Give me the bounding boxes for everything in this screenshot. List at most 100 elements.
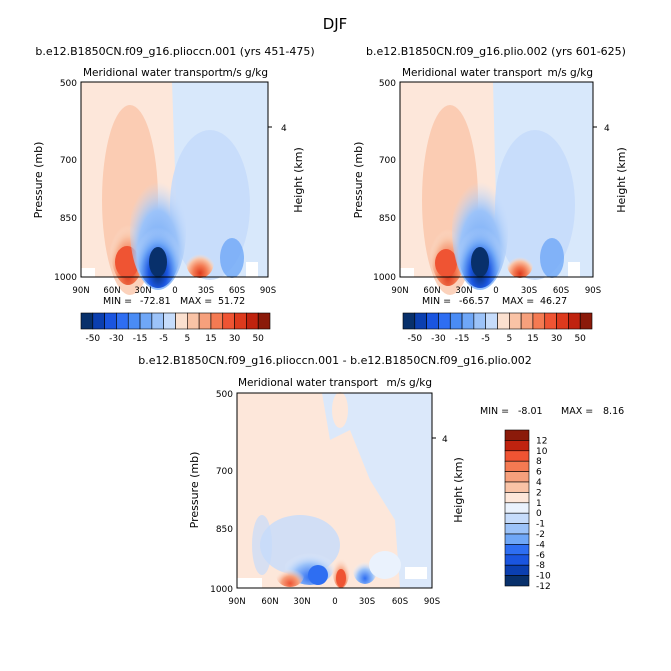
panel-1-ytick-700: 700 — [60, 156, 77, 166]
panel-2-colorbar-swatch — [402, 312, 416, 330]
panel-3-xtick: 30S — [359, 597, 375, 607]
panel-1-colorbar: -50 -30 -15 -5 5 15 30 50 — [80, 312, 271, 344]
panel-2-ytick-1000: 1000 — [373, 273, 396, 283]
panel-3-colorbar-swatch — [504, 512, 530, 524]
panel-2-colorbar-swatch — [473, 312, 486, 330]
panel-2: b.e12.B1850CN.f09_g16.plio.002 (yrs 601-… — [352, 45, 628, 344]
panel-1-colorbar-label: -15 — [133, 334, 148, 344]
panel-1-colorbar-label: 5 — [184, 334, 190, 344]
panel-2-colorbar-swatch — [520, 312, 534, 330]
panel-2-max-value: 46.27 — [540, 296, 567, 307]
panel-2-subtitle: Meridional water transport — [402, 67, 542, 79]
panel-2-colorbar-label: -5 — [481, 334, 490, 344]
panel-1-y2tick-4: 4 — [281, 124, 287, 134]
panel-1-colorbar-swatch — [234, 312, 247, 330]
panel-1-colorbar-label: 15 — [205, 334, 216, 344]
panel-2-colorbar-swatch — [438, 312, 451, 330]
panel-1-ytick-500: 500 — [60, 79, 77, 89]
panel-3-colorbar-swatch — [504, 492, 530, 504]
panel-2-colorbar-label: -50 — [407, 334, 422, 344]
panel-2-colorbar-swatch — [532, 312, 546, 330]
panel-2-y2label: Height (km) — [615, 147, 628, 213]
panel-3-xtick: 60S — [392, 597, 408, 607]
panel-3-colorbar-swatch — [504, 450, 530, 462]
panel-3-colorbar-label: -12 — [536, 582, 551, 592]
panel-1-colorbar-swatch — [151, 312, 164, 330]
panel-2-max-label: MAX = — [502, 296, 534, 307]
panel-3-colorbar-swatch — [504, 460, 530, 472]
panel-2-xtick: 90N — [391, 286, 408, 296]
panel-1-colorbar-label: -50 — [85, 334, 100, 344]
panel-1-xtick: 30N — [134, 286, 151, 296]
panel-3-colorbar-label: -2 — [536, 530, 545, 540]
panel-3-colorbar-swatch — [504, 440, 530, 452]
panel-3-max-label: MAX = — [561, 406, 593, 417]
panel-2-colorbar-swatch — [509, 312, 522, 330]
panel-1-xtick: 30S — [198, 286, 214, 296]
panel-1-min-label: MIN = — [103, 296, 132, 307]
panel-3-colorbar-label: 12 — [536, 436, 547, 446]
panel-3-colorbar-label: -8 — [536, 561, 545, 571]
panel-2-min-value: -66.57 — [459, 296, 490, 307]
panel-1-colorbar-swatch — [163, 312, 176, 330]
panel-1-ylabel: Pressure (mb) — [32, 142, 45, 219]
panel-1-subtitle: Meridional water transport — [83, 67, 223, 79]
panel-3-colorbar-label: -6 — [536, 551, 545, 561]
panel-2-colorbar-swatch — [579, 312, 593, 330]
panel-3-colorbar-label: -1 — [536, 520, 545, 530]
panel-3-colorbar-swatch — [504, 554, 530, 566]
panel-2-colorbar-swatch — [449, 312, 463, 330]
panel-1-units: m/s g/kg — [222, 67, 268, 79]
panel-2-xtick: 60S — [553, 286, 569, 296]
panel-3-colorbar-label: 2 — [536, 488, 542, 498]
panel-1-colorbar-label: -30 — [109, 334, 124, 344]
panel-1-colorbar-swatch — [246, 312, 259, 330]
panel-2-xtick: 0 — [493, 286, 498, 296]
panel-2-colorbar-label: 15 — [527, 334, 538, 344]
panel-1-xticks: 90N 60N 30N 0 30S 60S 90S — [72, 286, 276, 296]
panel-3-colorbar-label: 1 — [536, 499, 542, 509]
panel-2-ytick-500: 500 — [379, 79, 396, 89]
panel-3-ytick-500: 500 — [216, 390, 233, 400]
panel-3-xtick: 0 — [332, 597, 337, 607]
panel-2-colorbar-swatch — [497, 312, 510, 330]
panel-3-min-value: -8.01 — [518, 406, 543, 417]
panel-1-max-label: MAX = — [180, 296, 212, 307]
panel-3-colorbar-label: 8 — [536, 457, 542, 467]
panel-1-colorbar-swatch — [80, 312, 94, 330]
panel-3-colorbar-swatch — [504, 544, 530, 556]
panel-3-ylabel: Pressure (mb) — [188, 452, 201, 529]
panel-1-ytick-850: 850 — [60, 214, 77, 224]
page-title: DJF — [323, 15, 348, 33]
panel-2-colorbar: -50 -30 -15 -5 5 15 30 50 — [402, 312, 593, 344]
panel-2-xtick: 60N — [423, 286, 440, 296]
panel-2-colorbar-swatch — [414, 312, 427, 330]
panel-2-colorbar-label: 30 — [551, 334, 563, 344]
panel-2-colorbar-swatch — [461, 312, 475, 330]
panel-3-plot-area — [236, 392, 433, 589]
panel-3-subtitle: Meridional water transport — [238, 377, 378, 389]
panel-2-colorbar-label: -30 — [431, 334, 446, 344]
panel-1-colorbar-swatch — [104, 312, 117, 330]
panel-3-colorbar-swatch — [504, 564, 530, 576]
panel-2-colorbar-swatch — [485, 312, 498, 330]
panel-3-units: m/s g/kg — [386, 377, 432, 389]
panel-2-plot-area — [399, 81, 594, 295]
panel-3-colorbar-swatch — [504, 575, 530, 587]
panel-3-colorbar-label: 4 — [536, 478, 542, 488]
panel-2-ytick-850: 850 — [379, 214, 396, 224]
panel-3-ytick-700: 700 — [216, 467, 233, 477]
panel-3-colorbar-label: 6 — [536, 468, 542, 478]
panel-2-xtick: 30S — [521, 286, 537, 296]
panel-1-colorbar-swatch — [257, 312, 271, 330]
panel-3-colorbar-swatch — [504, 429, 530, 441]
panel-2-y2tick-4: 4 — [604, 124, 610, 134]
panel-3-colorbar-swatch — [504, 523, 530, 535]
panel-1-colorbar-swatch — [187, 312, 200, 330]
panel-2-colorbar-label: 5 — [506, 334, 512, 344]
panel-1-xtick: 60N — [103, 286, 120, 296]
panel-2-xtick: 90S — [585, 286, 601, 296]
panel-3-colorbar-label: -10 — [536, 572, 551, 582]
